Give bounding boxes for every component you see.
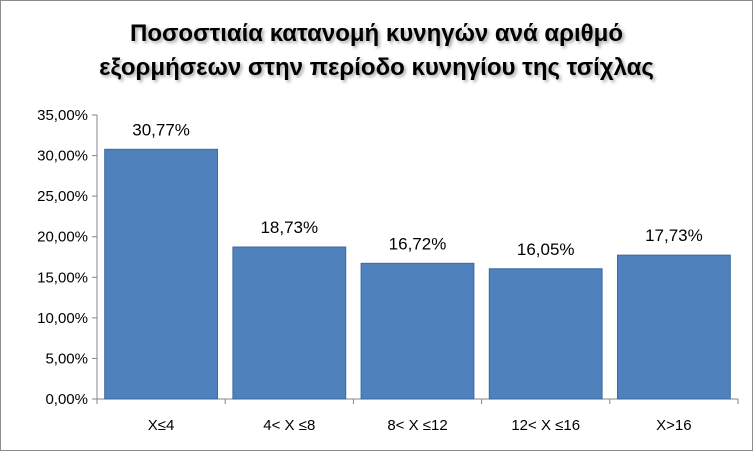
bar (104, 148, 219, 400)
chart-title: Ποσοστιαία κατανομή κυνηγών ανά αριθμό ε… (1, 17, 752, 85)
data-label: 16,05% (517, 240, 575, 259)
bar (232, 246, 347, 400)
y-tick-label: 15,00% (37, 269, 88, 286)
y-tick-label: 10,00% (37, 310, 88, 327)
data-label: 18,73% (260, 218, 318, 237)
y-tick-label: 5,00% (45, 350, 88, 367)
y-tick-label: 35,00% (37, 107, 88, 124)
y-tick-label: 20,00% (37, 229, 88, 246)
x-category-label: X≤4 (148, 417, 175, 434)
bar (488, 268, 603, 400)
x-category-label: 12< X ≤16 (511, 417, 580, 434)
y-tick-label: 30,00% (37, 148, 88, 165)
chart-title-line-1: Ποσοστιαία κατανομή κυνηγών ανά αριθμό (130, 20, 623, 47)
x-category-label: 8< X ≤12 (387, 417, 447, 434)
y-tick-label: 0,00% (45, 391, 88, 408)
chart-title-line-2: εξορμήσεων στην περίοδο κυνηγίου της τσί… (99, 54, 654, 81)
data-label: 30,77% (132, 120, 190, 139)
y-tick-label: 25,00% (37, 188, 88, 205)
x-category-label: 4< X ≤8 (263, 417, 315, 434)
bar (616, 254, 731, 400)
data-label: 17,73% (645, 226, 703, 245)
bar (360, 262, 475, 400)
data-label: 16,72% (389, 234, 447, 253)
x-category-label: X>16 (656, 417, 691, 434)
